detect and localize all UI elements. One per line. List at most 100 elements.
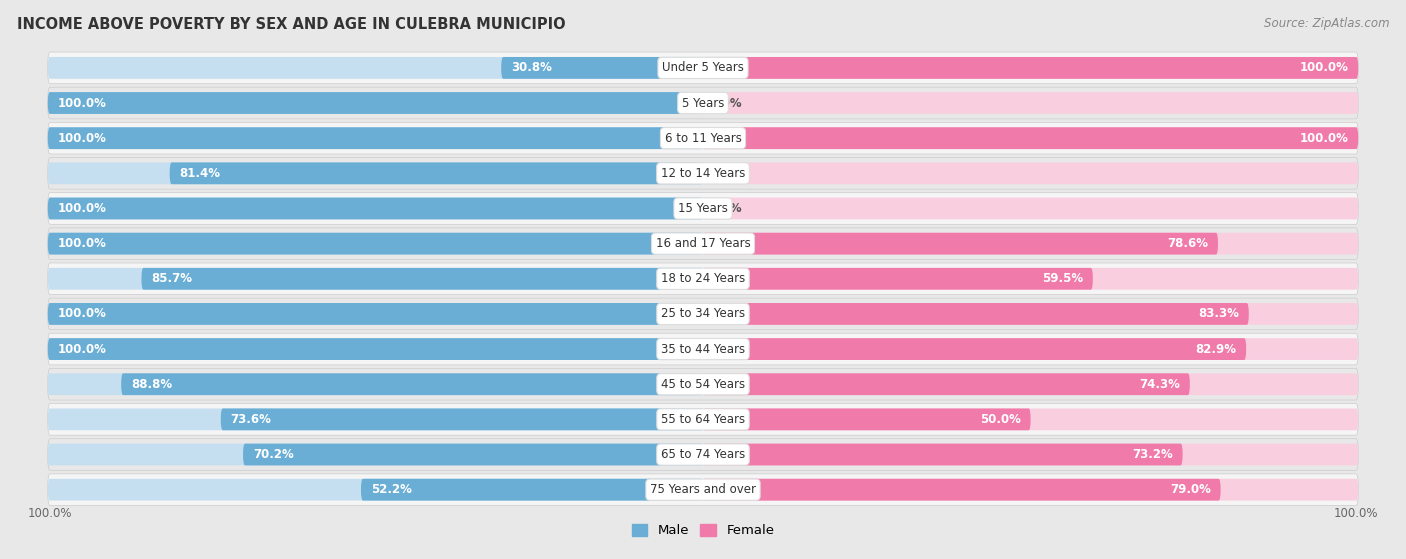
Text: 88.8%: 88.8% [131,378,172,391]
FancyBboxPatch shape [48,233,703,254]
Text: 70.2%: 70.2% [253,448,294,461]
FancyBboxPatch shape [221,409,703,430]
FancyBboxPatch shape [121,373,703,395]
FancyBboxPatch shape [703,479,1220,500]
Text: 30.8%: 30.8% [510,61,553,74]
FancyBboxPatch shape [703,92,1358,114]
Text: INCOME ABOVE POVERTY BY SEX AND AGE IN CULEBRA MUNICIPIO: INCOME ABOVE POVERTY BY SEX AND AGE IN C… [17,17,565,32]
Text: 100.0%: 100.0% [28,507,73,520]
Text: 12 to 14 Years: 12 to 14 Years [661,167,745,180]
FancyBboxPatch shape [48,368,1358,400]
FancyBboxPatch shape [703,338,1358,360]
FancyBboxPatch shape [703,338,1246,360]
Text: 0.0%: 0.0% [710,202,742,215]
Text: 18 to 24 Years: 18 to 24 Years [661,272,745,285]
Text: 100.0%: 100.0% [1299,132,1348,145]
FancyBboxPatch shape [48,197,703,219]
FancyBboxPatch shape [48,57,703,79]
FancyBboxPatch shape [48,474,1358,505]
FancyBboxPatch shape [48,404,1358,435]
FancyBboxPatch shape [703,57,1358,79]
FancyBboxPatch shape [48,158,1358,189]
FancyBboxPatch shape [501,57,703,79]
Text: 81.4%: 81.4% [180,167,221,180]
FancyBboxPatch shape [703,127,1358,149]
Text: 78.6%: 78.6% [1167,237,1208,250]
FancyBboxPatch shape [703,444,1358,466]
FancyBboxPatch shape [703,303,1358,325]
Text: 5 Years: 5 Years [682,97,724,110]
Text: 0.0%: 0.0% [710,167,742,180]
FancyBboxPatch shape [48,122,1358,154]
Text: 75 Years and over: 75 Years and over [650,483,756,496]
Text: 83.3%: 83.3% [1198,307,1239,320]
Text: 100.0%: 100.0% [58,237,107,250]
Text: 73.2%: 73.2% [1132,448,1173,461]
Text: 100.0%: 100.0% [58,343,107,356]
FancyBboxPatch shape [48,87,1358,119]
FancyBboxPatch shape [48,298,1358,330]
Legend: Male, Female: Male, Female [626,519,780,542]
Text: 6 to 11 Years: 6 to 11 Years [665,132,741,145]
FancyBboxPatch shape [48,373,703,395]
FancyBboxPatch shape [48,409,703,430]
FancyBboxPatch shape [703,409,1358,430]
FancyBboxPatch shape [48,92,703,114]
FancyBboxPatch shape [703,233,1218,254]
FancyBboxPatch shape [703,479,1358,500]
Text: 100.0%: 100.0% [58,307,107,320]
FancyBboxPatch shape [48,479,703,500]
Text: 35 to 44 Years: 35 to 44 Years [661,343,745,356]
Text: 100.0%: 100.0% [1299,61,1348,74]
Text: 100.0%: 100.0% [1333,507,1378,520]
FancyBboxPatch shape [170,163,703,184]
Text: 59.5%: 59.5% [1042,272,1083,285]
Text: 100.0%: 100.0% [58,132,107,145]
Text: 79.0%: 79.0% [1170,483,1211,496]
FancyBboxPatch shape [703,303,1249,325]
FancyBboxPatch shape [703,57,1358,79]
Text: 85.7%: 85.7% [152,272,193,285]
FancyBboxPatch shape [48,127,703,149]
FancyBboxPatch shape [142,268,703,290]
FancyBboxPatch shape [48,263,1358,295]
FancyBboxPatch shape [703,127,1358,149]
FancyBboxPatch shape [703,268,1092,290]
FancyBboxPatch shape [48,52,1358,84]
Text: 73.6%: 73.6% [231,413,271,426]
FancyBboxPatch shape [703,373,1358,395]
FancyBboxPatch shape [703,268,1358,290]
FancyBboxPatch shape [361,479,703,500]
Text: 100.0%: 100.0% [58,202,107,215]
FancyBboxPatch shape [703,444,1182,466]
FancyBboxPatch shape [48,338,703,360]
Text: 15 Years: 15 Years [678,202,728,215]
Text: 16 and 17 Years: 16 and 17 Years [655,237,751,250]
FancyBboxPatch shape [48,193,1358,224]
FancyBboxPatch shape [48,303,703,325]
FancyBboxPatch shape [703,197,1358,219]
FancyBboxPatch shape [48,338,703,360]
Text: 74.3%: 74.3% [1139,378,1180,391]
FancyBboxPatch shape [48,444,703,466]
FancyBboxPatch shape [48,197,703,219]
Text: Under 5 Years: Under 5 Years [662,61,744,74]
Text: 65 to 74 Years: 65 to 74 Years [661,448,745,461]
FancyBboxPatch shape [48,333,1358,365]
Text: 0.0%: 0.0% [710,97,742,110]
FancyBboxPatch shape [703,163,1358,184]
Text: 50.0%: 50.0% [980,413,1021,426]
Text: 82.9%: 82.9% [1195,343,1236,356]
FancyBboxPatch shape [48,127,703,149]
FancyBboxPatch shape [48,268,703,290]
Text: Source: ZipAtlas.com: Source: ZipAtlas.com [1264,17,1389,30]
Text: 45 to 54 Years: 45 to 54 Years [661,378,745,391]
FancyBboxPatch shape [48,228,1358,259]
Text: 55 to 64 Years: 55 to 64 Years [661,413,745,426]
FancyBboxPatch shape [48,163,703,184]
Text: 100.0%: 100.0% [58,97,107,110]
FancyBboxPatch shape [243,444,703,466]
FancyBboxPatch shape [48,439,1358,470]
Text: 52.2%: 52.2% [371,483,412,496]
Text: 25 to 34 Years: 25 to 34 Years [661,307,745,320]
